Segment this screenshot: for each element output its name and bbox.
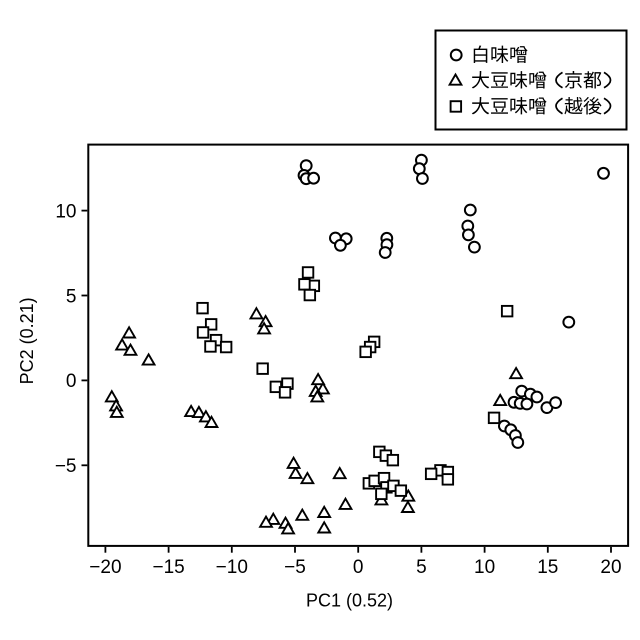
svg-text:10: 10	[55, 201, 76, 222]
svg-text:5: 5	[416, 557, 427, 578]
svg-text:PC2 (0.21): PC2 (0.21)	[17, 297, 37, 384]
svg-text:PC1 (0.52): PC1 (0.52)	[306, 590, 393, 610]
svg-text:15: 15	[537, 557, 558, 578]
svg-text:−10: −10	[216, 557, 248, 578]
svg-text:20: 20	[600, 557, 621, 578]
svg-text:0: 0	[353, 557, 364, 578]
svg-text:−20: −20	[89, 557, 121, 578]
svg-text:−5: −5	[55, 456, 77, 477]
svg-text:0: 0	[66, 371, 77, 392]
svg-text:−5: −5	[284, 557, 306, 578]
svg-text:5: 5	[66, 286, 77, 307]
svg-text:−15: −15	[152, 557, 184, 578]
svg-text:10: 10	[474, 557, 495, 578]
